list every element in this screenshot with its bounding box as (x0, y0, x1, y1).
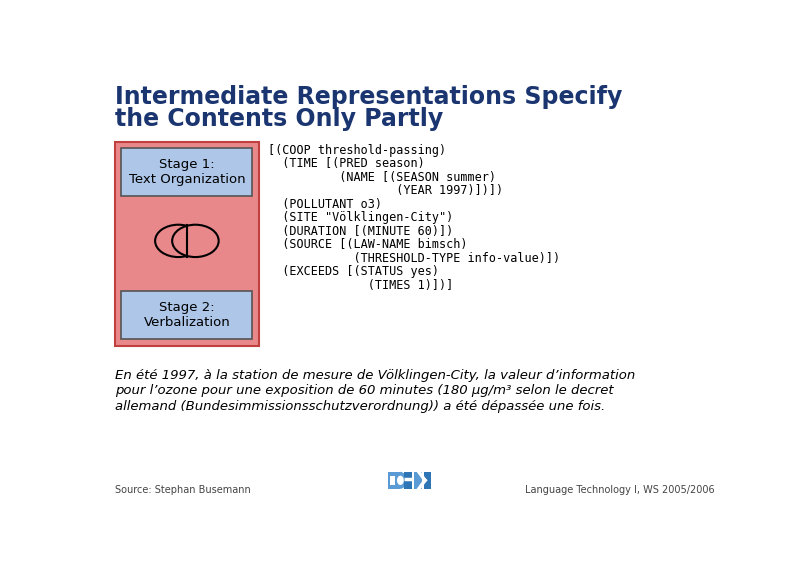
FancyBboxPatch shape (122, 291, 253, 340)
Text: (SITE "Völklingen-City"): (SITE "Völklingen-City") (268, 211, 453, 224)
Ellipse shape (173, 225, 219, 257)
Ellipse shape (155, 225, 202, 257)
Text: (SOURCE [(LAW-NAME bimsch): (SOURCE [(LAW-NAME bimsch) (268, 238, 467, 251)
Text: Stage 2:
Verbalization: Stage 2: Verbalization (143, 301, 230, 329)
Text: Stage 1:
Text Organization: Stage 1: Text Organization (129, 158, 245, 186)
Ellipse shape (394, 472, 407, 489)
Text: Source: Stephan Busemann: Source: Stephan Busemann (115, 486, 251, 495)
Text: allemand (Bundesimmissionsschutzverordnung)) a été dépassée une fois.: allemand (Bundesimmissionsschutzverordnu… (115, 400, 605, 413)
FancyBboxPatch shape (388, 472, 400, 489)
Text: (POLLUTANT o3): (POLLUTANT o3) (268, 198, 382, 211)
Text: the Contents Only Partly: the Contents Only Partly (115, 107, 443, 131)
Text: (TIME [(PRED season): (TIME [(PRED season) (268, 157, 424, 170)
Text: (EXCEEDS [(STATUS yes): (EXCEEDS [(STATUS yes) (268, 265, 439, 278)
Text: En été 1997, à la station de mesure de Völklingen-City, la valeur d’information: En été 1997, à la station de mesure de V… (115, 369, 636, 382)
Text: pour l’ozone pour une exposition de 60 minutes (180 μg/m³ selon le decret: pour l’ozone pour une exposition de 60 m… (115, 384, 614, 397)
FancyBboxPatch shape (424, 472, 431, 489)
Text: Language Technology I, WS 2005/2006: Language Technology I, WS 2005/2006 (526, 486, 715, 495)
Ellipse shape (397, 476, 404, 485)
FancyBboxPatch shape (414, 472, 422, 489)
Text: (THRESHOLD-TYPE info-value)]): (THRESHOLD-TYPE info-value)]) (268, 252, 560, 264)
Text: (YEAR 1997)])]): (YEAR 1997)])]) (268, 184, 503, 197)
Text: [(COOP threshold-passing): [(COOP threshold-passing) (268, 144, 446, 157)
FancyBboxPatch shape (390, 475, 395, 485)
FancyBboxPatch shape (115, 141, 258, 345)
Text: (NAME [(SEASON summer): (NAME [(SEASON summer) (268, 171, 496, 184)
FancyBboxPatch shape (122, 148, 253, 196)
Text: (TIMES 1)])]: (TIMES 1)])] (268, 279, 453, 292)
Text: Intermediate Representations Specify: Intermediate Representations Specify (115, 86, 623, 109)
FancyBboxPatch shape (403, 472, 411, 489)
Text: (DURATION [(MINUTE 60)]): (DURATION [(MINUTE 60)]) (268, 225, 453, 238)
